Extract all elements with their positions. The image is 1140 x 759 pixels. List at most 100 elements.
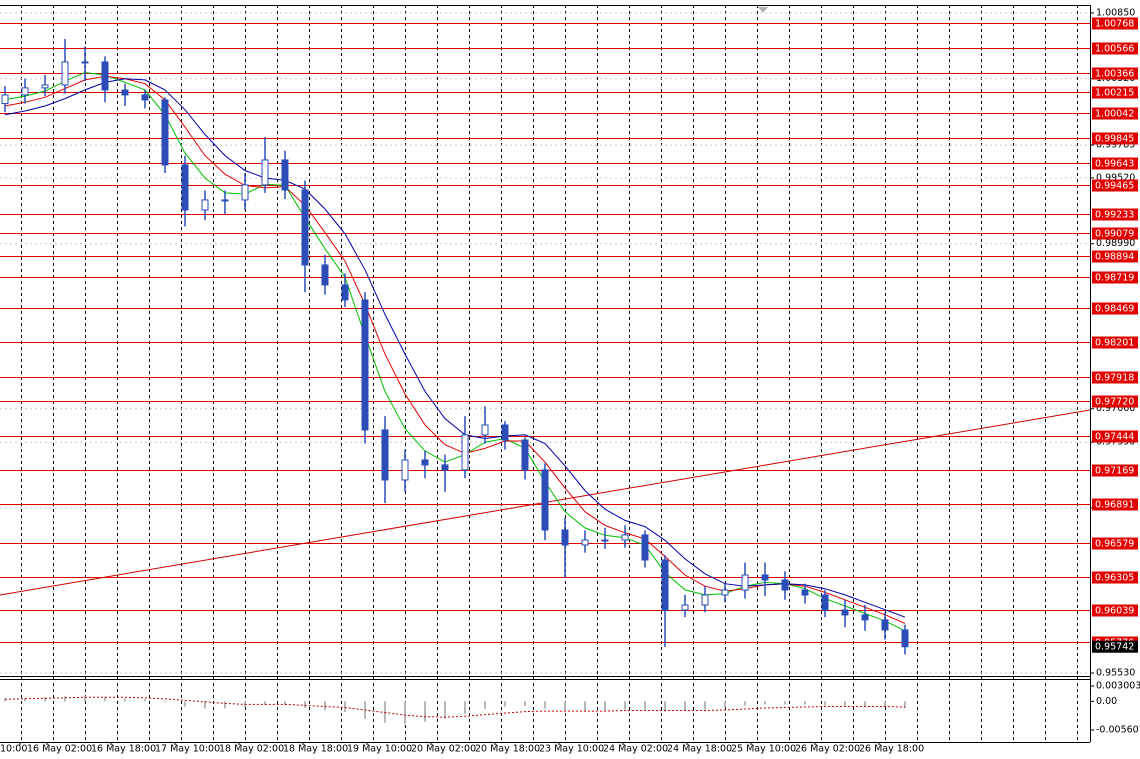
y-tick-label: 0.95530 (1096, 668, 1135, 679)
level-label-box (1092, 302, 1138, 315)
level-label: 0.97720 (1095, 397, 1134, 408)
candle-body (261, 159, 269, 186)
x-tick-label: 26 May 18:00 (859, 744, 924, 755)
candle-body (901, 629, 909, 648)
shift-marker (758, 7, 768, 13)
candle-body (541, 469, 549, 531)
x-tick-label: 23 May 10:00 (539, 744, 604, 755)
candle-body (621, 534, 629, 541)
level-label: 0.98894 (1095, 252, 1134, 263)
candle-body (441, 464, 449, 471)
level-label: 0.99845 (1095, 134, 1134, 145)
level-label-box (1092, 250, 1138, 263)
candle-body (301, 189, 309, 266)
candle-body (381, 429, 389, 481)
level-label-box (1092, 571, 1138, 584)
level-label: 1.00215 (1095, 88, 1134, 99)
level-label: 0.99643 (1095, 159, 1134, 170)
level-label-box (1092, 537, 1138, 550)
level-label: 0.99465 (1095, 181, 1134, 192)
candle-body (461, 434, 469, 471)
candle-body (221, 199, 229, 202)
candle-body (21, 87, 29, 96)
level-label: 1.00566 (1095, 44, 1134, 55)
oscillator-panel (4, 695, 906, 724)
candle-body (641, 534, 649, 561)
candle-body (601, 539, 609, 542)
level-label: 0.97444 (1095, 432, 1134, 443)
level-label-box (1092, 132, 1138, 145)
y-tick-label: 0.99785 (1096, 140, 1135, 151)
candle-body (481, 424, 489, 436)
moving-average-line (4, 75, 906, 624)
candle-body (81, 61, 89, 64)
oscillator-y-tick-label: 0.003003 (1096, 680, 1140, 691)
candle-body (341, 284, 349, 301)
x-tick-label: 16 May 18:00 (91, 744, 156, 755)
x-tick-label: 16 May 02:00 (27, 744, 92, 755)
level-label-box (1092, 604, 1138, 617)
candle-body (841, 609, 849, 616)
grid (0, 5, 1090, 742)
candle-body (581, 539, 589, 546)
oscillator-y-tick-label: 0.00 (1096, 696, 1117, 707)
candle-body (41, 84, 49, 89)
level-label-box (1092, 430, 1138, 443)
level-label: 0.98201 (1095, 338, 1134, 349)
level-label: 1.00768 (1095, 19, 1134, 30)
level-label-box (1092, 67, 1138, 80)
candle-body (361, 299, 369, 431)
level-label-box (1092, 464, 1138, 477)
level-label-box (1092, 17, 1138, 30)
candle-body (61, 61, 69, 86)
level-label: 0.97918 (1095, 373, 1134, 384)
level-label-box (1092, 336, 1138, 349)
candle-body (561, 529, 569, 546)
level-label: 0.97169 (1095, 466, 1134, 477)
candle-body (701, 594, 709, 606)
level-label-box (1092, 86, 1138, 99)
x-tick-label: 10:00 (0, 744, 27, 755)
y-tick-label: 1.00850 (1096, 7, 1135, 18)
last-price-box (1092, 640, 1138, 653)
x-tick-label: 17 May 10:00 (155, 744, 220, 755)
y-tick-label: 0.98990 (1096, 238, 1135, 249)
level-label-box (1092, 395, 1138, 408)
x-tick-label: 26 May 02:00 (795, 744, 860, 755)
candle-body (661, 559, 669, 611)
level-label-box (1092, 271, 1138, 284)
level-label: 0.96891 (1095, 500, 1134, 511)
level-label: 0.96305 (1095, 573, 1134, 584)
candle-body (241, 184, 249, 201)
moving-average-line (4, 71, 906, 632)
y-tick-label: 0.99520 (1096, 172, 1135, 183)
level-label-box (1092, 179, 1138, 192)
candle-body (1, 94, 9, 105)
last-price-label: 0.95742 (1095, 642, 1134, 653)
axes: 1.008501.003200.997850.995200.989900.976… (0, 7, 1140, 754)
candle-body (881, 619, 889, 631)
candle-body (281, 159, 289, 191)
x-tick-label: 25 May 10:00 (731, 744, 796, 755)
x-tick-label: 24 May 18:00 (667, 744, 732, 755)
candle-body (821, 594, 829, 611)
candle-body (861, 614, 869, 621)
level-label-box (1092, 208, 1138, 221)
level-label-box (1092, 157, 1138, 170)
level-label: 0.99233 (1095, 210, 1134, 221)
candle-body (761, 574, 769, 581)
level-label: 0.96579 (1095, 539, 1134, 550)
candle-body (501, 424, 509, 441)
candle-body (161, 99, 169, 166)
level-label-box (1092, 107, 1138, 120)
oscillator-y-tick-label: -0.005607 (1096, 725, 1140, 736)
candle-body (721, 589, 729, 596)
y-tick-label: 0.97660 (1096, 403, 1135, 414)
x-tick-label: 18 May 18:00 (283, 744, 348, 755)
candle-body (201, 199, 209, 211)
candle-body (101, 61, 109, 91)
level-label: 1.00042 (1095, 109, 1134, 120)
candle-body (781, 579, 789, 591)
